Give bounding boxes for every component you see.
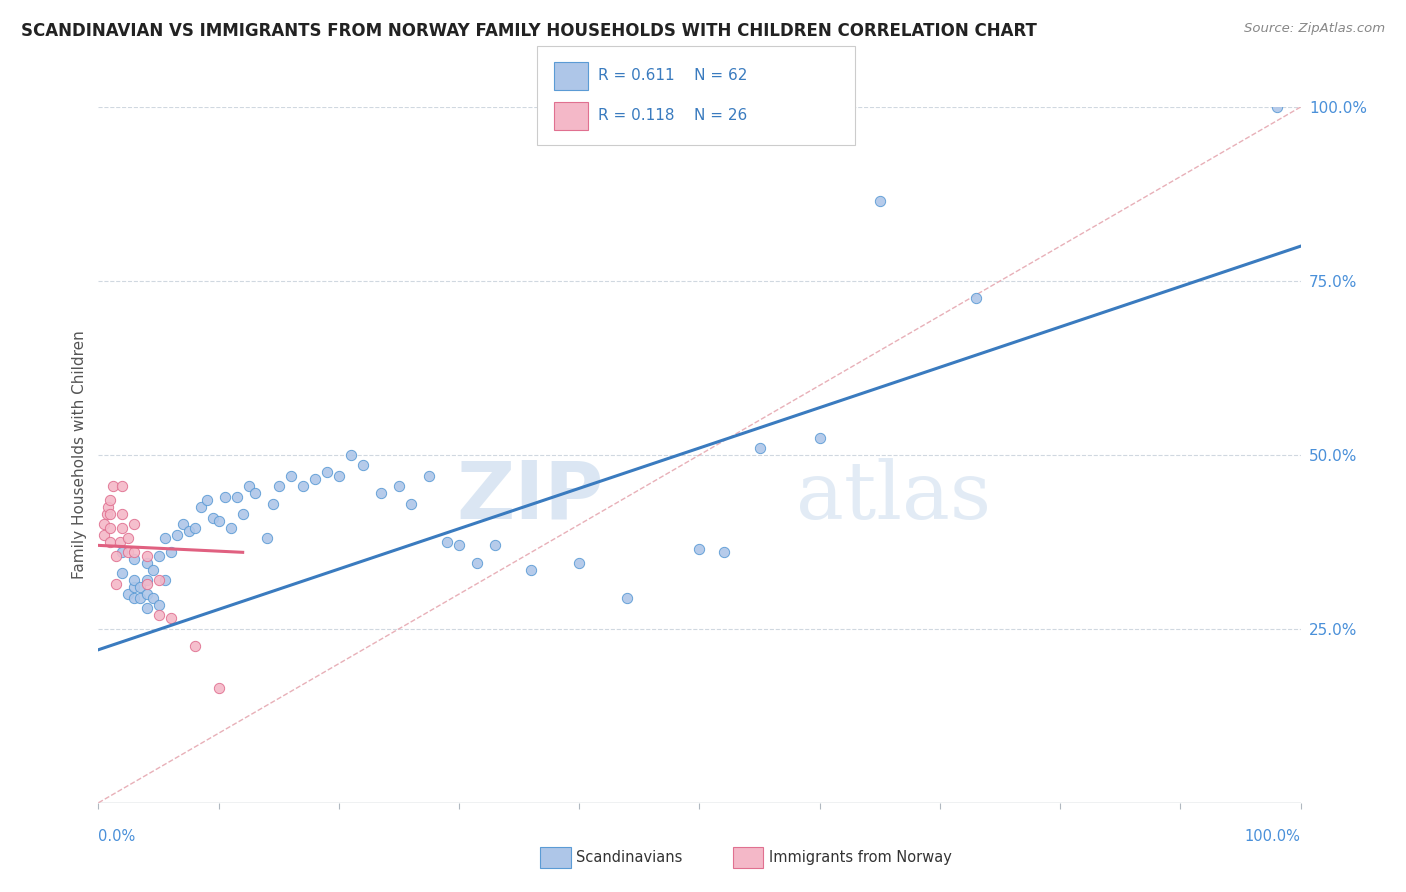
- Point: [148, 607, 170, 622]
- Point: [183, 521, 205, 535]
- Point: [370, 486, 392, 500]
- Point: [214, 490, 236, 504]
- Point: [148, 549, 170, 563]
- Point: [688, 541, 710, 556]
- Point: [153, 532, 176, 546]
- Point: [869, 194, 891, 208]
- Point: [436, 535, 458, 549]
- Point: [105, 576, 128, 591]
- Point: [208, 681, 231, 695]
- Point: [262, 497, 284, 511]
- Point: [159, 611, 181, 625]
- Point: [465, 556, 488, 570]
- Point: [219, 521, 242, 535]
- Point: [108, 535, 131, 549]
- Point: [388, 479, 411, 493]
- Point: [153, 573, 176, 587]
- Point: [100, 521, 122, 535]
- Point: [304, 472, 326, 486]
- Text: ZIP: ZIP: [456, 458, 603, 536]
- Point: [111, 521, 134, 535]
- Text: atlas: atlas: [796, 458, 991, 536]
- Text: R = 0.611    N = 62: R = 0.611 N = 62: [598, 69, 747, 83]
- Point: [616, 591, 638, 605]
- Point: [135, 549, 157, 563]
- Point: [148, 573, 170, 587]
- Point: [328, 468, 350, 483]
- Point: [172, 517, 194, 532]
- Point: [148, 598, 170, 612]
- Point: [568, 556, 591, 570]
- Point: [315, 466, 337, 480]
- Point: [111, 479, 134, 493]
- Point: [117, 587, 139, 601]
- Text: Immigrants from Norway: Immigrants from Norway: [769, 850, 952, 864]
- Point: [105, 549, 128, 563]
- Point: [117, 545, 139, 559]
- Point: [447, 538, 470, 552]
- Point: [111, 566, 134, 581]
- Point: [96, 507, 118, 521]
- Point: [124, 580, 146, 594]
- Point: [291, 479, 314, 493]
- Point: [748, 441, 770, 455]
- Point: [232, 507, 254, 521]
- Point: [100, 493, 122, 508]
- Point: [97, 500, 120, 514]
- Point: [418, 468, 440, 483]
- Y-axis label: Family Households with Children: Family Households with Children: [72, 331, 87, 579]
- Point: [124, 552, 146, 566]
- Point: [256, 532, 278, 546]
- Text: 0.0%: 0.0%: [98, 830, 135, 844]
- Point: [183, 639, 205, 653]
- Point: [129, 591, 152, 605]
- Point: [713, 545, 735, 559]
- Point: [124, 545, 146, 559]
- Point: [101, 479, 124, 493]
- Point: [243, 486, 266, 500]
- Point: [166, 528, 188, 542]
- Point: [117, 532, 139, 546]
- Point: [100, 535, 122, 549]
- Point: [141, 591, 163, 605]
- Point: [195, 493, 218, 508]
- Point: [190, 500, 212, 514]
- Point: [135, 601, 157, 615]
- Point: [111, 545, 134, 559]
- Point: [399, 497, 422, 511]
- Point: [124, 591, 146, 605]
- Point: [225, 490, 247, 504]
- Point: [177, 524, 200, 539]
- Point: [340, 448, 363, 462]
- Point: [201, 510, 224, 524]
- Text: SCANDINAVIAN VS IMMIGRANTS FROM NORWAY FAMILY HOUSEHOLDS WITH CHILDREN CORRELATI: SCANDINAVIAN VS IMMIGRANTS FROM NORWAY F…: [21, 22, 1038, 40]
- Text: R = 0.118    N = 26: R = 0.118 N = 26: [598, 109, 747, 123]
- Text: Source: ZipAtlas.com: Source: ZipAtlas.com: [1244, 22, 1385, 36]
- Point: [1265, 100, 1288, 114]
- Point: [93, 517, 115, 532]
- Text: 100.0%: 100.0%: [1244, 830, 1301, 844]
- Point: [238, 479, 260, 493]
- Point: [965, 291, 987, 305]
- Point: [100, 507, 122, 521]
- Point: [93, 528, 115, 542]
- Point: [135, 556, 157, 570]
- Point: [111, 507, 134, 521]
- Point: [208, 514, 231, 528]
- Point: [352, 458, 374, 473]
- Point: [135, 573, 157, 587]
- Point: [520, 563, 543, 577]
- Point: [159, 545, 181, 559]
- Point: [135, 587, 157, 601]
- Point: [129, 580, 152, 594]
- Point: [135, 576, 157, 591]
- Point: [280, 468, 302, 483]
- Point: [808, 431, 831, 445]
- Point: [124, 573, 146, 587]
- Point: [141, 563, 163, 577]
- Text: Scandinavians: Scandinavians: [576, 850, 683, 864]
- Point: [484, 538, 506, 552]
- Point: [124, 517, 146, 532]
- Point: [267, 479, 290, 493]
